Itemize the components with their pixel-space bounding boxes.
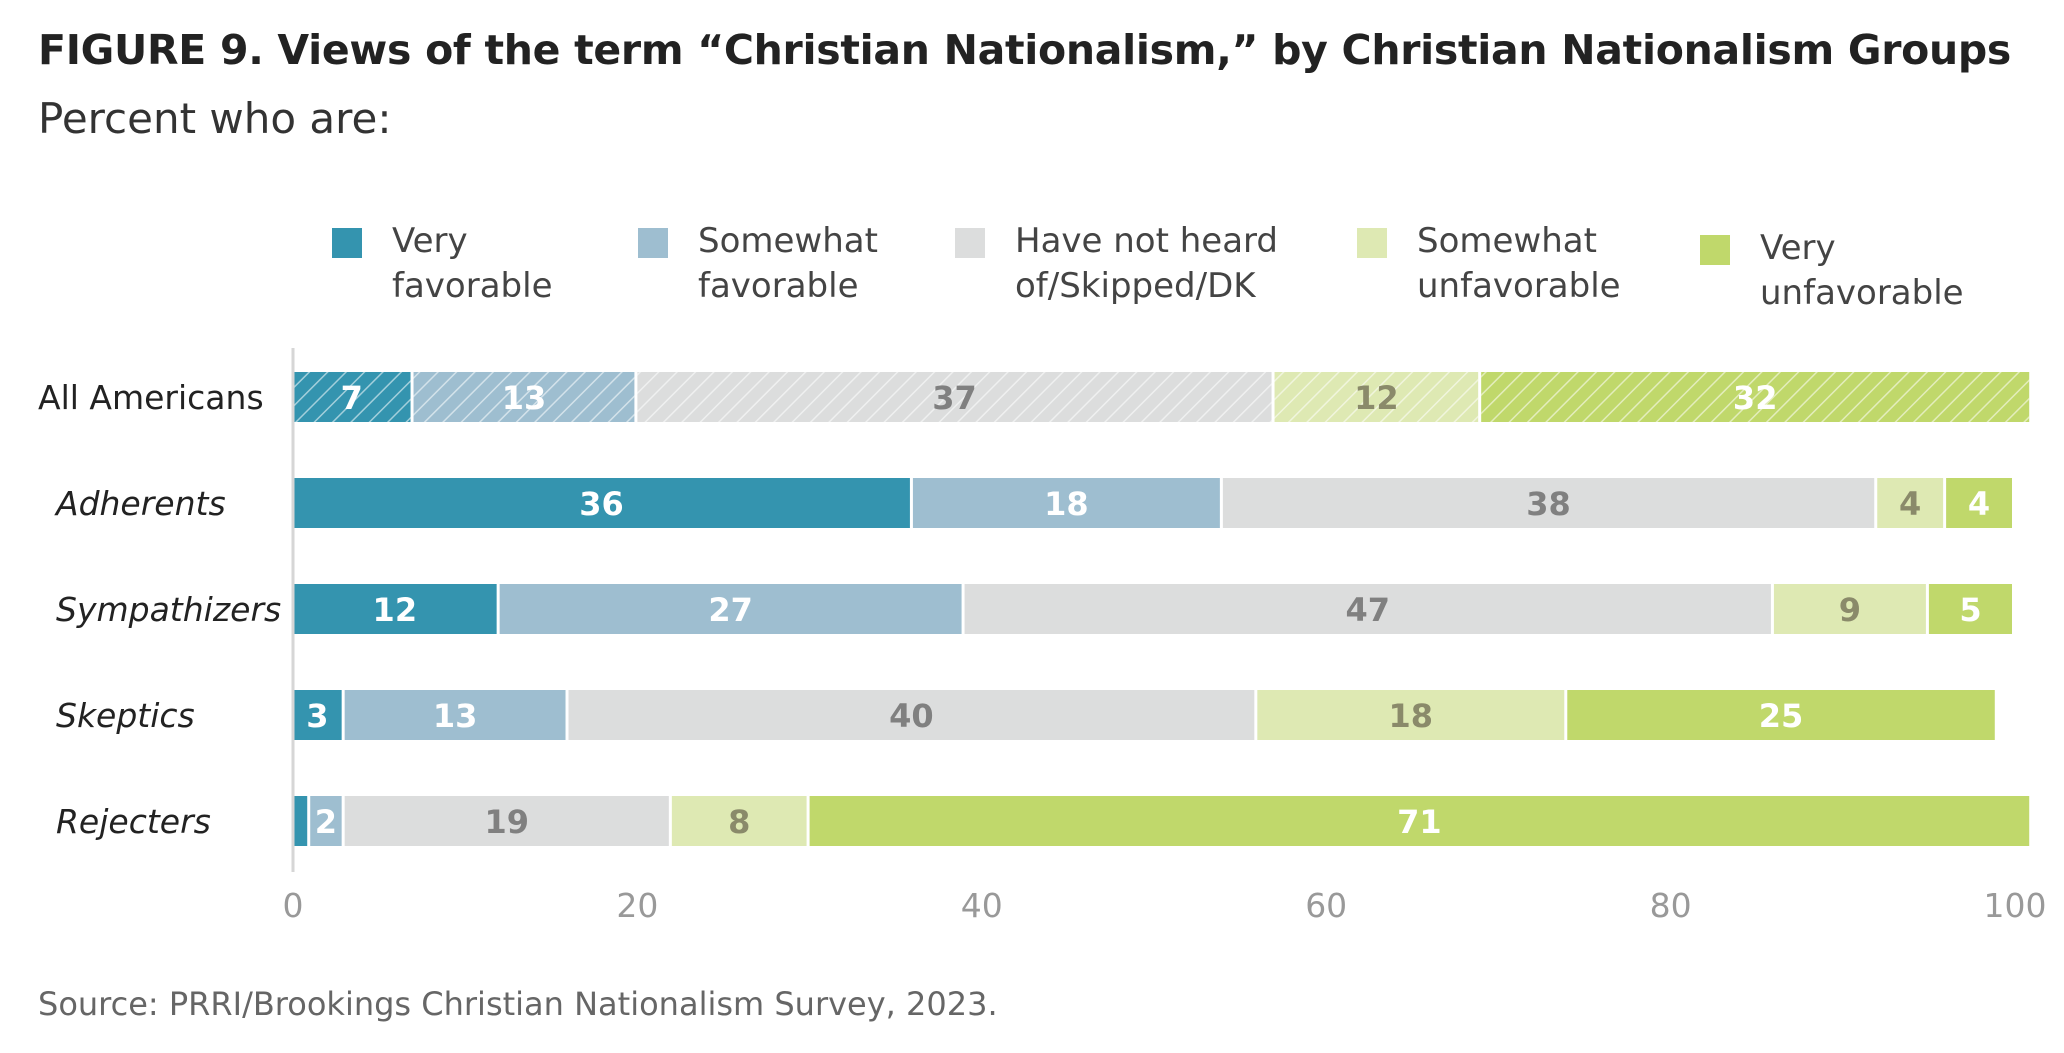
bar-segment-very-favorable	[293, 584, 497, 634]
legend-item-somewhat-favorable: Somewhat favorable	[638, 221, 878, 306]
legend-item-very-unfavorable: Very unfavorable	[1700, 228, 1964, 313]
data-label: 13	[433, 697, 478, 735]
bar-segment-somewhat-unfavorable	[1773, 584, 1926, 634]
bar-segment-have-not-heard-of-skipped-dk	[344, 796, 669, 846]
data-label: 18	[1044, 485, 1089, 523]
legend-label: Somewhat unfavorable	[1417, 221, 1621, 306]
x-tick-label: 0	[283, 886, 304, 925]
data-label: 12	[1354, 379, 1399, 417]
bar-segment-very-favorable	[293, 478, 910, 528]
bar-segment-somewhat-unfavorable	[1257, 690, 1565, 740]
data-label: 19	[484, 803, 529, 841]
x-tick-label: 40	[961, 886, 1003, 925]
bar-segment-very-favorable	[293, 796, 308, 846]
data-label: 32	[1733, 379, 1778, 417]
bar-segment-very-unfavorable	[809, 796, 2030, 846]
chart-legend: Very favorable Somewhat favorable Have not h…	[332, 221, 1964, 313]
bar-segment-very-unfavorable	[1928, 584, 2012, 634]
x-tick-label: 80	[1650, 886, 1692, 925]
bar-segment-somewhat-favorable	[344, 690, 566, 740]
bar-hatch-overlay	[413, 372, 635, 422]
bar-row-skeptics: Skeptics 3 13 40 18 25	[56, 690, 1995, 740]
bar-hatch-overlay	[293, 372, 411, 422]
category-label: Sympathizers	[56, 590, 281, 629]
x-tick-label: 60	[1305, 886, 1347, 925]
legend-swatch	[332, 228, 362, 258]
legend-swatch	[955, 228, 985, 258]
bar-row-rejecters: Rejecters 2 19 8 71	[56, 796, 2030, 846]
data-label: 38	[1526, 485, 1571, 523]
data-label: 5	[1959, 591, 1981, 629]
data-label: 47	[1345, 591, 1390, 629]
data-label: 18	[1389, 697, 1434, 735]
legend-swatch	[1357, 228, 1387, 258]
source-note: Source: PRRI/Brookings Christian Nationa…	[38, 985, 998, 1023]
data-label: 36	[579, 485, 624, 523]
category-label: Skeptics	[56, 696, 195, 735]
bar-segment-somewhat-unfavorable	[1877, 478, 1944, 528]
bar-row-sympathizers: Sympathizers 12 27 47 9 5	[56, 584, 2012, 634]
data-label: 13	[502, 379, 547, 417]
x-tick-label: 100	[1984, 886, 2047, 925]
bar-segment-very-unfavorable	[1567, 690, 1995, 740]
bar-hatch-overlay	[637, 372, 1272, 422]
data-label: 37	[932, 379, 977, 417]
bar-segment-have-not-heard-of-skipped-dk	[1222, 478, 1875, 528]
legend-label: Have not heard of/Skipped/DK	[1015, 221, 1278, 306]
data-label: 4	[1899, 485, 1921, 523]
bar-segment-have-not-heard-of-skipped-dk	[964, 584, 1771, 634]
data-label: 7	[341, 379, 363, 417]
bar-hatch-overlay	[1274, 372, 1479, 422]
legend-swatch	[638, 228, 668, 258]
bar-hatch-overlay	[1481, 372, 2030, 422]
bar-row-all-americans: All Americans 7 13 37 12 32	[38, 372, 2030, 422]
legend-swatch	[1700, 235, 1730, 265]
x-tick-label: 20	[616, 886, 658, 925]
data-label: 27	[708, 591, 753, 629]
legend-item-somewhat-unfavorable: Somewhat unfavorable	[1357, 221, 1621, 306]
legend-label: Very unfavorable	[1760, 228, 1964, 313]
bar-row-adherents: Adherents 36 18 38 4 4	[54, 478, 2012, 528]
data-label: 9	[1839, 591, 1861, 629]
x-axis: 0 20 40 60 80 100	[283, 348, 2047, 925]
data-label: 12	[373, 591, 418, 629]
legend-label: Somewhat favorable	[698, 221, 878, 306]
data-label: 25	[1759, 697, 1804, 735]
legend-item-have-not-heard-of-skipped-dk: Have not heard of/Skipped/DK	[955, 221, 1278, 306]
data-label: 3	[306, 697, 328, 735]
legend-label: Very favorable	[392, 221, 553, 306]
data-label: 40	[889, 697, 934, 735]
category-label: Adherents	[54, 484, 226, 523]
bar-segment-somewhat-unfavorable	[671, 796, 807, 846]
data-label: 8	[728, 803, 750, 841]
figure-subtitle: Percent who are:	[38, 94, 392, 143]
bar-segment-have-not-heard-of-skipped-dk	[568, 690, 1255, 740]
category-label: Rejecters	[56, 802, 211, 841]
bar-segment-very-favorable	[293, 690, 342, 740]
category-label: All Americans	[38, 378, 264, 417]
bar-segment-very-unfavorable	[1946, 478, 2012, 528]
data-label: 2	[315, 803, 337, 841]
bar-segment-somewhat-favorable	[310, 796, 342, 846]
title-block: FIGURE 9. Views of the term “Christian N…	[38, 26, 2038, 143]
bar-segment-somewhat-favorable	[912, 478, 1220, 528]
bar-segment-somewhat-favorable	[499, 584, 962, 634]
data-label: 4	[1968, 485, 1990, 523]
legend-item-very-favorable: Very favorable	[332, 221, 553, 306]
data-label: 71	[1397, 803, 1442, 841]
figure-title: FIGURE 9. Views of the term “Christian N…	[38, 26, 2012, 74]
